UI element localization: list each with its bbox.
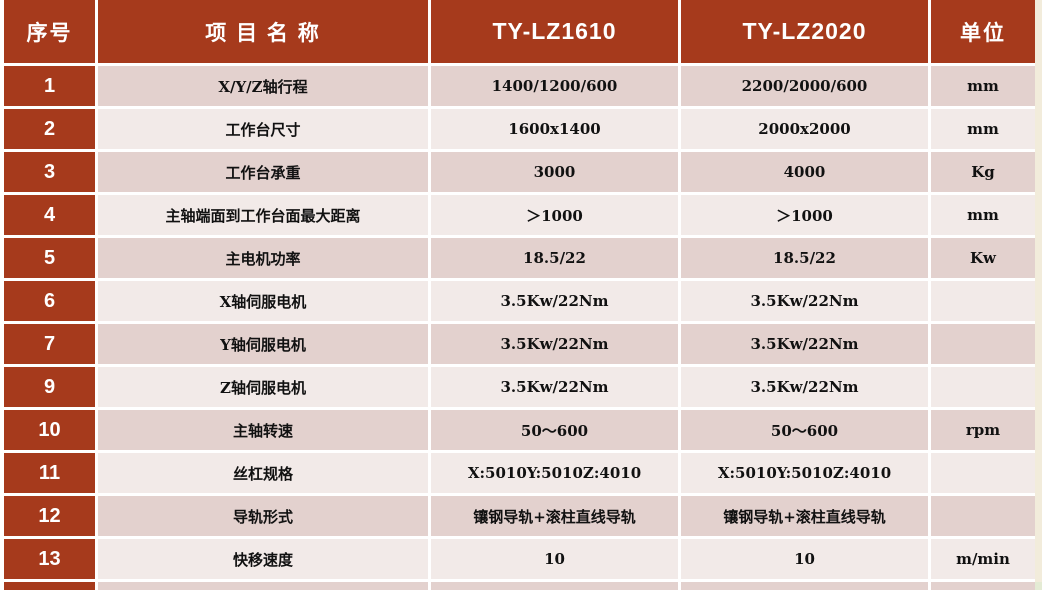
model1-value-cell: 50～600: [431, 410, 678, 450]
unit-cell: rpm: [931, 410, 1035, 450]
model2-value-cell: 2000x2000: [681, 109, 928, 149]
row-number-cell: [4, 582, 95, 590]
row-number-cell: 9: [4, 367, 95, 407]
row-number-cell: 5: [4, 238, 95, 278]
model1-value-cell: ＞1000: [431, 195, 678, 235]
row-number-cell: 1: [4, 66, 95, 106]
model2-value-cell: 镶钢导轨+滚柱直线导轨: [681, 496, 928, 536]
item-name-cell: 主轴端面到工作台面最大距离: [98, 195, 428, 235]
unit-cell: [931, 324, 1035, 364]
unit-cell: m/min: [931, 539, 1035, 579]
unit-cell: Kg: [931, 152, 1035, 192]
unit-cell: mm: [931, 195, 1035, 235]
row-number-cell: 11: [4, 453, 95, 493]
item-name-cell: 丝杠规格: [98, 453, 428, 493]
header-item: 项 目 名 称: [98, 0, 428, 63]
model1-value-cell: 3.5Kw/22Nm: [431, 324, 678, 364]
unit-cell: mm: [931, 109, 1035, 149]
model2-value-cell: 10: [681, 539, 928, 579]
header-unit: 单位: [931, 0, 1035, 63]
row-number-cell: 7: [4, 324, 95, 364]
item-name-cell: Z轴伺服电机: [98, 367, 428, 407]
header-model1: TY-LZ1610: [431, 0, 678, 63]
model2-value-cell: 2200/2000/600: [681, 66, 928, 106]
item-name-cell: 主轴转速: [98, 410, 428, 450]
page-edge-corner: [1035, 582, 1042, 590]
row-number-cell: 3: [4, 152, 95, 192]
model2-value-cell: 4000: [681, 152, 928, 192]
header-model2: TY-LZ2020: [681, 0, 928, 63]
model1-value-cell: 1400/1200/600: [431, 66, 678, 106]
unit-cell: [931, 453, 1035, 493]
model2-value-cell: ＞1000: [681, 195, 928, 235]
model1-value-cell: X:5010Y:5010Z:4010: [431, 453, 678, 493]
unit-cell: Kw: [931, 238, 1035, 278]
item-name-cell: Y轴伺服电机: [98, 324, 428, 364]
item-name-cell: X轴伺服电机: [98, 281, 428, 321]
row-number-cell: 6: [4, 281, 95, 321]
model2-value-cell: [681, 582, 928, 590]
unit-cell: [931, 281, 1035, 321]
row-number-cell: 2: [4, 109, 95, 149]
model2-value-cell: 3.5Kw/22Nm: [681, 324, 928, 364]
item-name-cell: X/Y/Z轴行程: [98, 66, 428, 106]
row-number-cell: 12: [4, 496, 95, 536]
unit-cell: [931, 367, 1035, 407]
item-name-cell: 导轨形式: [98, 496, 428, 536]
model1-value-cell: 3000: [431, 152, 678, 192]
row-number-cell: 4: [4, 195, 95, 235]
page-edge-strip: [1035, 0, 1042, 590]
model2-value-cell: 50～600: [681, 410, 928, 450]
model1-value-cell: 镶钢导轨+滚柱直线导轨: [431, 496, 678, 536]
unit-cell: mm: [931, 66, 1035, 106]
model2-value-cell: 18.5/22: [681, 238, 928, 278]
model2-value-cell: 3.5Kw/22Nm: [681, 281, 928, 321]
unit-cell: [931, 582, 1035, 590]
model1-value-cell: 18.5/22: [431, 238, 678, 278]
model1-value-cell: 3.5Kw/22Nm: [431, 281, 678, 321]
model1-value-cell: [431, 582, 678, 590]
model1-value-cell: 10: [431, 539, 678, 579]
unit-cell: [931, 496, 1035, 536]
header-no: 序号: [4, 0, 95, 63]
model1-value-cell: 3.5Kw/22Nm: [431, 367, 678, 407]
model1-value-cell: 1600x1400: [431, 109, 678, 149]
model2-value-cell: X:5010Y:5010Z:4010: [681, 453, 928, 493]
row-number-cell: 10: [4, 410, 95, 450]
item-name-cell: 工作台承重: [98, 152, 428, 192]
row-number-cell: 13: [4, 539, 95, 579]
item-name-cell: 主电机功率: [98, 238, 428, 278]
model2-value-cell: 3.5Kw/22Nm: [681, 367, 928, 407]
item-name-cell: [98, 582, 428, 590]
spec-table: 序号 项 目 名 称 TY-LZ1610 TY-LZ2020 单位 1 X/Y/Z…: [4, 0, 1035, 590]
item-name-cell: 工作台尺寸: [98, 109, 428, 149]
item-name-cell: 快移速度: [98, 539, 428, 579]
